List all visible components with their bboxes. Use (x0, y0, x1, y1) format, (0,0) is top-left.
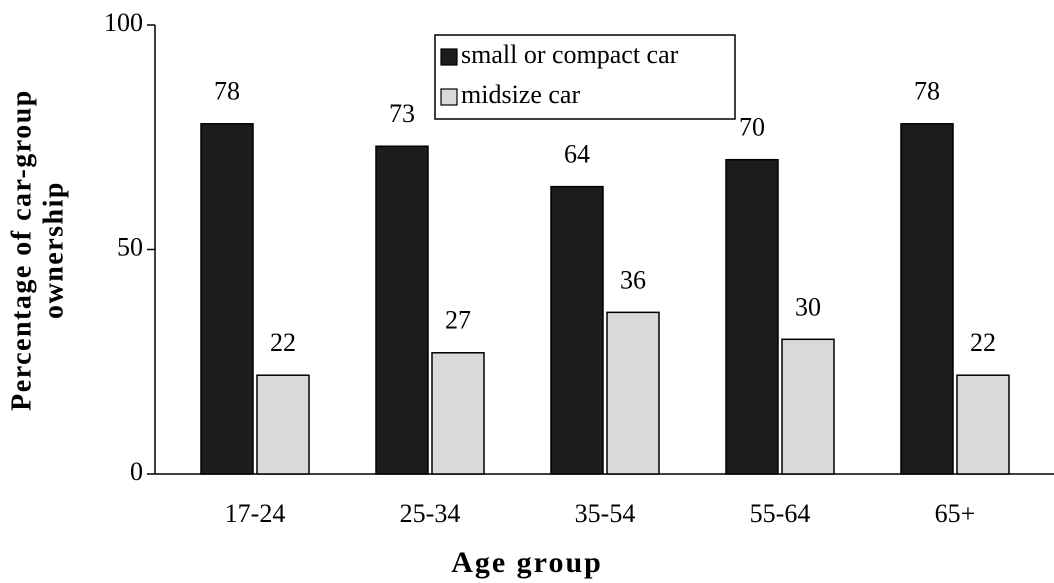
y-axis-label-line: ownership (38, 181, 69, 319)
bar (956, 374, 1010, 475)
value-label: 22 (270, 328, 296, 357)
bar (256, 374, 310, 475)
y-axis-label-line: Percentage of car-group (6, 89, 37, 411)
bar (550, 185, 604, 475)
y-axis-label: Percentage of car-group ownership (6, 89, 69, 411)
bar (900, 123, 954, 475)
legend-swatch (440, 48, 458, 66)
x-tick-label: 55-64 (750, 499, 811, 528)
value-label: 64 (564, 140, 590, 169)
legend-box (434, 34, 736, 120)
bar (200, 123, 254, 475)
legend-label: small or compact car (461, 40, 679, 69)
value-label: 73 (389, 99, 415, 128)
value-label: 30 (795, 292, 821, 321)
x-tick-label: 25-34 (400, 499, 461, 528)
bar (725, 158, 779, 475)
y-tick-label: 100 (104, 8, 143, 37)
x-tick-label: 17-24 (225, 499, 286, 528)
bar (781, 338, 835, 475)
bar (606, 311, 660, 475)
value-label: 78 (214, 77, 240, 106)
y-tick-label: 50 (117, 232, 143, 261)
x-tick-label: 35-54 (575, 499, 636, 528)
value-label: 70 (739, 113, 765, 142)
value-label: 78 (914, 77, 940, 106)
y-tick-label: 0 (130, 457, 143, 486)
value-label: 27 (445, 306, 471, 335)
bar (375, 145, 429, 475)
legend-swatch (440, 88, 458, 106)
x-tick-label: 65+ (935, 499, 976, 528)
bar (431, 352, 485, 475)
value-label: 22 (970, 328, 996, 357)
x-axis-label: Age group (451, 546, 603, 579)
value-label: 36 (620, 265, 646, 294)
legend-label: midsize car (461, 80, 580, 109)
